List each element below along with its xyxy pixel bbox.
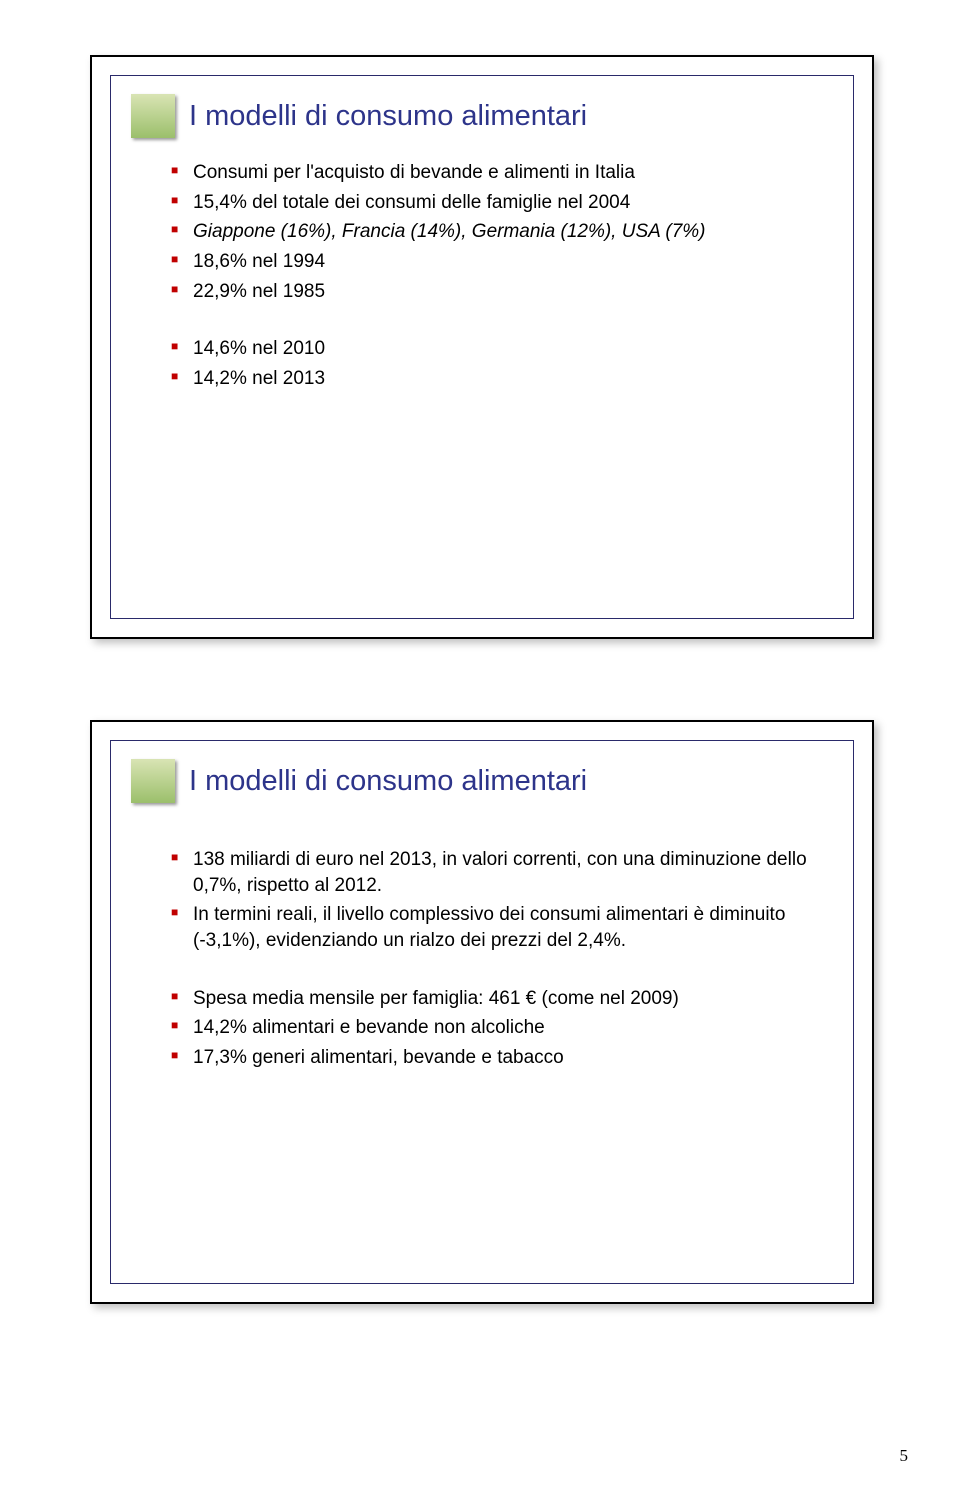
list-item: In termini reali, il livello complessivo… <box>171 902 819 953</box>
list-item: 14,6% nel 2010 <box>171 336 819 362</box>
list-item: Consumi per l'acquisto di bevande e alim… <box>171 160 819 186</box>
slide-2-content: 138 miliardi di euro nel 2013, in valori… <box>111 807 853 1070</box>
list-item: Giappone (16%), Francia (14%), Germania … <box>171 219 819 245</box>
page: I modelli di consumo alimentari Consumi … <box>0 0 960 1494</box>
slide-1-title: I modelli di consumo alimentari <box>189 100 587 133</box>
slide-1-content: Consumi per l'acquisto di bevande e alim… <box>111 142 853 391</box>
slide-1-title-row: I modelli di consumo alimentari <box>111 76 853 142</box>
list-item: Spesa media mensile per famiglia: 461 € … <box>171 986 819 1012</box>
slide-1-inner-border: I modelli di consumo alimentari Consumi … <box>110 75 854 619</box>
slide-2: I modelli di consumo alimentari 138 mili… <box>90 720 874 1304</box>
slide-2-title-row: I modelli di consumo alimentari <box>111 741 853 807</box>
slide-title-square-icon <box>131 94 175 138</box>
list-item: 14,2% alimentari e bevande non alcoliche <box>171 1015 819 1041</box>
list-item: 17,3% generi alimentari, bevande e tabac… <box>171 1045 819 1071</box>
slide-1: I modelli di consumo alimentari Consumi … <box>90 55 874 639</box>
page-number: 5 <box>900 1446 909 1466</box>
list-item: 15,4% del totale dei consumi delle famig… <box>171 190 819 216</box>
slide-2-bullets-2: Spesa media mensile per famiglia: 461 € … <box>171 986 819 1071</box>
slide-1-bullets: Consumi per l'acquisto di bevande e alim… <box>171 160 819 304</box>
slide-2-inner-border: I modelli di consumo alimentari 138 mili… <box>110 740 854 1284</box>
list-item: 22,9% nel 1985 <box>171 279 819 305</box>
slide-2-bullets: 138 miliardi di euro nel 2013, in valori… <box>171 847 819 954</box>
slide-1-bullets-2: 14,6% nel 2010 14,2% nel 2013 <box>171 336 819 391</box>
list-item: 18,6% nel 1994 <box>171 249 819 275</box>
slide-2-title: I modelli di consumo alimentari <box>189 765 587 798</box>
slide-title-square-icon <box>131 759 175 803</box>
list-item: 138 miliardi di euro nel 2013, in valori… <box>171 847 819 898</box>
list-item: 14,2% nel 2013 <box>171 366 819 392</box>
